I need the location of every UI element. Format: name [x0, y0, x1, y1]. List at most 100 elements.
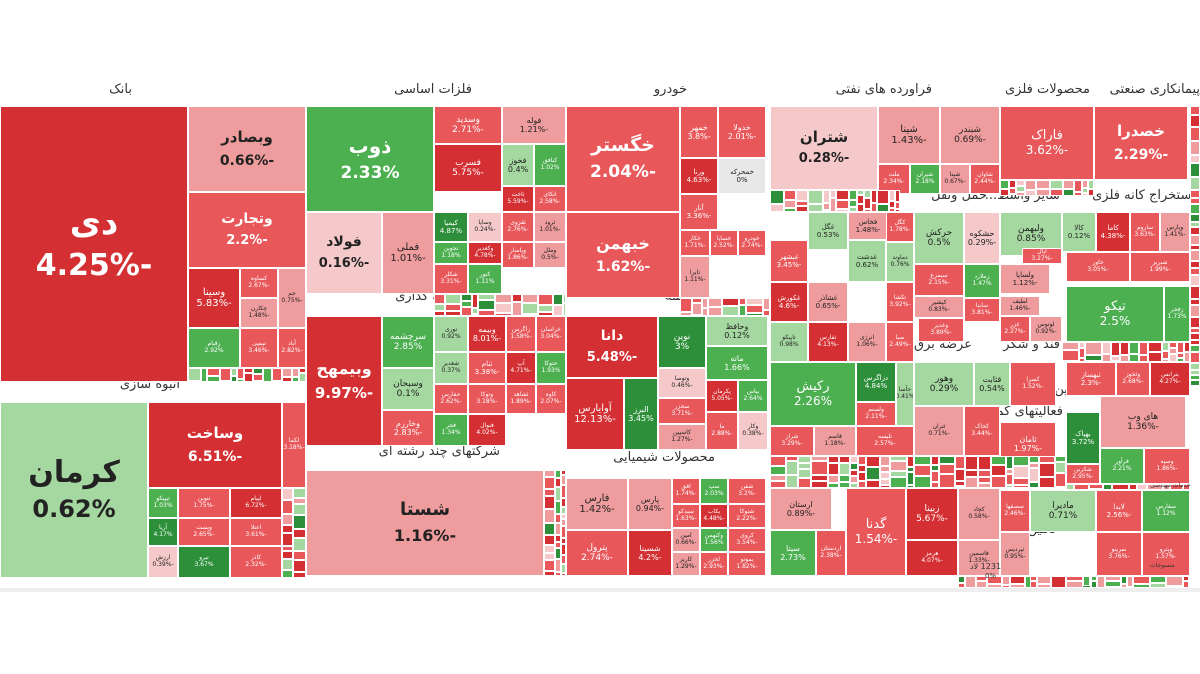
minor-stock-tile[interactable]	[1162, 351, 1169, 359]
minor-stock-tile[interactable]	[770, 475, 786, 481]
minor-stock-tile[interactable]	[798, 469, 811, 478]
stock-tile[interactable]: وپست -2.65%	[178, 518, 230, 546]
stock-tile[interactable]: وپترو -1.57%	[1142, 532, 1190, 576]
stock-tile[interactable]: اعتلا -3.61%	[230, 518, 282, 546]
stock-tile[interactable]: بترانس -4.27%	[1150, 362, 1190, 396]
minor-stock-tile[interactable]	[555, 487, 561, 501]
stock-tile[interactable]: مادیرا 0.71%	[1030, 490, 1096, 532]
minor-stock-tile[interactable]	[1050, 189, 1063, 196]
minor-stock-tile[interactable]	[914, 456, 931, 465]
minor-stock-tile[interactable]	[478, 310, 495, 316]
stock-tile[interactable]: خودرو -2.74%	[738, 230, 766, 256]
minor-stock-tile[interactable]	[1062, 342, 1079, 350]
minor-stock-tile[interactable]	[282, 533, 293, 546]
stock-tile[interactable]: شبندر -0.69%	[940, 106, 1000, 164]
minor-stock-tile[interactable]	[553, 294, 563, 305]
minor-stock-tile[interactable]	[544, 560, 555, 571]
stock-tile[interactable]: وحافظ 0.12%	[706, 316, 768, 346]
stock-tile[interactable]: وثخوز -2.68%	[1116, 362, 1150, 396]
minor-stock-tile[interactable]	[555, 548, 561, 559]
stock-tile[interactable]: وپارس -1.41%	[1160, 212, 1190, 252]
stock-tile[interactable]: کالا 0.12%	[1062, 212, 1096, 252]
stock-tile[interactable]: فاسمین -1.33%	[958, 540, 1000, 576]
minor-stock-tile[interactable]	[522, 294, 538, 303]
minor-stock-tile[interactable]	[895, 190, 900, 202]
minor-stock-tile[interactable]	[1029, 463, 1039, 468]
stock-tile[interactable]: وبیمه -8.01%	[468, 316, 506, 352]
stock-tile[interactable]: فسرب -5.75%	[434, 144, 502, 192]
stock-tile[interactable]: خدولا -2.01%	[718, 106, 766, 158]
minor-stock-tile[interactable]	[555, 478, 561, 487]
stock-tile[interactable]: کاوه -2.07%	[536, 384, 566, 414]
minor-stock-tile[interactable]	[472, 294, 478, 308]
minor-stock-tile[interactable]	[811, 475, 828, 481]
minor-stock-tile[interactable]	[890, 471, 907, 477]
stock-tile[interactable]: آوایارس -12.13%	[566, 378, 624, 450]
minor-stock-tile[interactable]	[561, 514, 566, 519]
minor-stock-tile[interactable]	[702, 298, 708, 308]
minor-stock-tile[interactable]	[976, 576, 987, 581]
minor-stock-tile[interactable]	[293, 572, 306, 578]
minor-stock-tile[interactable]	[880, 485, 890, 488]
stock-tile[interactable]: شستا -1.16%	[306, 470, 544, 576]
stock-tile[interactable]: وکبهمن 1.56%	[700, 528, 728, 552]
minor-stock-tile[interactable]	[282, 551, 293, 559]
minor-stock-tile[interactable]	[866, 467, 880, 480]
minor-stock-tile[interactable]	[1111, 342, 1120, 356]
stock-tile[interactable]: کاذر -2.32%	[230, 546, 282, 578]
minor-stock-tile[interactable]	[857, 195, 864, 204]
minor-stock-tile[interactable]	[864, 190, 871, 198]
minor-stock-tile[interactable]	[746, 313, 763, 316]
stock-tile[interactable]: کروی -3.54%	[728, 528, 766, 552]
stock-tile[interactable]: فرآور 2.21%	[1100, 448, 1144, 484]
minor-stock-tile[interactable]	[680, 312, 692, 316]
stock-tile[interactable]: امین -0.66%	[672, 528, 700, 552]
minor-stock-tile[interactable]	[253, 374, 263, 381]
stock-tile[interactable]: پترول -2.74%	[566, 530, 628, 576]
minor-stock-tile[interactable]	[889, 190, 895, 201]
minor-stock-tile[interactable]	[931, 456, 939, 465]
minor-stock-tile[interactable]	[955, 469, 965, 481]
stock-tile[interactable]: زبینا -5.67%	[906, 488, 958, 540]
minor-stock-tile[interactable]	[722, 306, 739, 316]
minor-stock-tile[interactable]	[1088, 180, 1094, 189]
stock-tile[interactable]: فارس -1.42%	[566, 478, 628, 530]
minor-stock-tile[interactable]	[1091, 581, 1097, 588]
stock-tile[interactable]: ثاخت -5.59%	[502, 186, 534, 212]
stock-tile[interactable]: غبشهر -3.45%	[770, 240, 808, 282]
minor-stock-tile[interactable]	[828, 463, 839, 475]
stock-tile[interactable]: حرکش 0.5%	[914, 212, 964, 264]
stock-tile[interactable]: خاور -3.05%	[1066, 252, 1130, 282]
minor-stock-tile[interactable]	[293, 551, 306, 560]
minor-stock-tile[interactable]	[231, 368, 237, 376]
minor-stock-tile[interactable]	[830, 190, 836, 198]
minor-stock-tile[interactable]	[472, 308, 478, 314]
stock-tile[interactable]: ساروم -3.63%	[1130, 212, 1160, 252]
stock-tile[interactable]: چکارن -1.48%	[240, 298, 278, 328]
minor-stock-tile[interactable]	[1190, 363, 1200, 370]
stock-tile[interactable]: شیران 2.18%	[910, 164, 940, 194]
minor-stock-tile[interactable]	[544, 470, 555, 477]
stock-tile[interactable]: خساپا -2.52%	[710, 230, 738, 256]
stock-tile[interactable]: رکیش 2.26%	[770, 362, 856, 426]
minor-stock-tile[interactable]	[1074, 192, 1082, 196]
minor-stock-tile[interactable]	[544, 489, 555, 496]
stock-tile[interactable]: فولاد -0.16%	[306, 212, 382, 294]
minor-stock-tile[interactable]	[1177, 342, 1184, 353]
stock-tile[interactable]: آباد -2.82%	[278, 328, 306, 368]
minor-stock-tile[interactable]	[1029, 456, 1039, 463]
minor-stock-tile[interactable]	[244, 373, 253, 382]
minor-stock-tile[interactable]	[563, 303, 566, 316]
minor-stock-tile[interactable]	[1148, 342, 1162, 352]
minor-stock-tile[interactable]	[1083, 576, 1090, 586]
minor-stock-tile[interactable]	[544, 523, 555, 535]
minor-stock-tile[interactable]	[1190, 305, 1200, 317]
stock-tile[interactable]: غگل 0.53%	[808, 212, 848, 250]
stock-tile[interactable]: شبریز -1.99%	[1130, 252, 1190, 282]
minor-stock-tile[interactable]	[282, 368, 292, 377]
minor-stock-tile[interactable]	[1002, 576, 1010, 585]
minor-stock-tile[interactable]	[461, 307, 472, 316]
minor-stock-tile[interactable]	[445, 294, 461, 304]
stock-tile[interactable]: غزر -2.27%	[1000, 316, 1030, 342]
stock-tile[interactable]: فخوز 0.4%	[502, 144, 534, 186]
